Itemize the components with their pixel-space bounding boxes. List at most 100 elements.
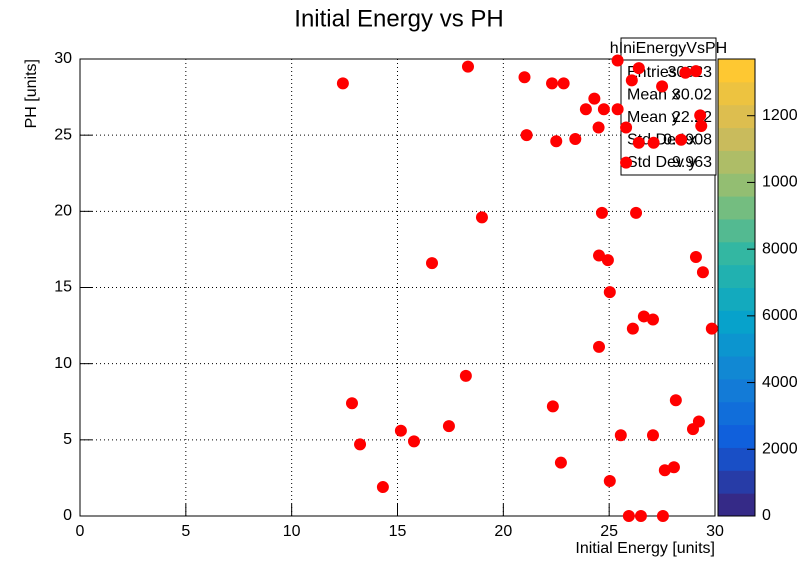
point [579, 103, 592, 116]
point [593, 249, 606, 262]
point [603, 474, 616, 487]
plot-frame [79, 58, 716, 517]
palette-band [718, 241, 755, 266]
x-axis-label: Initial Energy [units] [575, 540, 715, 557]
x-tick-label: 10 [283, 523, 301, 540]
x-tick-label: 20 [494, 523, 512, 540]
stats-label: Mean x [627, 87, 679, 104]
point [614, 429, 627, 442]
point [601, 254, 614, 267]
point [426, 257, 439, 270]
palette-band [718, 104, 755, 129]
point [647, 136, 660, 149]
point [646, 313, 659, 326]
point [394, 424, 407, 437]
y-tick-label: 5 [63, 431, 72, 448]
point [620, 121, 633, 134]
point [569, 132, 582, 145]
point [597, 103, 610, 116]
point [408, 435, 421, 448]
point [675, 133, 688, 146]
x-tick-label: 25 [600, 523, 618, 540]
point [336, 77, 349, 90]
point [550, 135, 563, 148]
palette-band [718, 447, 755, 471]
palette-band [718, 310, 755, 334]
point [354, 438, 367, 451]
color-palette: 0 2000 4000 6000 8000 10000 12000 [717, 58, 798, 524]
palette-band [718, 470, 755, 494]
y-tick-label: 15 [54, 279, 72, 296]
palette-band [718, 356, 755, 380]
y-tick-label: 25 [54, 126, 72, 143]
point [689, 251, 702, 264]
z-tick-label: 2000 [762, 441, 798, 458]
point [686, 423, 699, 436]
points [336, 54, 718, 522]
z-tick-label: 0 [762, 507, 771, 524]
palette-band [718, 493, 755, 517]
point [611, 54, 624, 67]
x-tick-label: 30 [706, 523, 724, 540]
z-tick-label: 10000 [762, 174, 798, 191]
point [656, 80, 669, 93]
point [611, 103, 624, 116]
palette-band [718, 424, 755, 448]
stats-value: 0.4908 [663, 132, 712, 149]
point [695, 120, 708, 133]
x-tick-label: 15 [389, 523, 407, 540]
palette-band [718, 127, 755, 151]
point [656, 510, 669, 522]
point [620, 156, 633, 169]
palette-band [718, 287, 755, 311]
z-tick-label: 8000 [762, 240, 798, 257]
point [557, 77, 570, 90]
z-tick-label: 12000 [762, 107, 798, 124]
palette-band [718, 81, 755, 106]
palette-frame [717, 58, 756, 517]
point [518, 71, 531, 84]
point [461, 60, 474, 73]
stats-box: hIniEnergyVsPHEntries30823Mean x30.02Mea… [610, 37, 727, 176]
y-tick-label: 10 [54, 355, 72, 372]
y-tick-label: 20 [54, 203, 72, 220]
point [592, 121, 605, 134]
z-tick-label: 6000 [762, 307, 798, 324]
point [626, 322, 639, 335]
stats-frame [620, 37, 717, 176]
point [696, 266, 709, 279]
point [632, 136, 645, 149]
stats-label: Std Dev y [627, 154, 696, 171]
point [442, 420, 455, 433]
point [546, 77, 559, 90]
palette-band [718, 378, 755, 403]
palette-band [718, 218, 755, 243]
point [634, 510, 647, 522]
y-tick-label: 30 [54, 50, 72, 67]
palette-band [718, 264, 755, 288]
point [625, 74, 638, 87]
point [376, 481, 389, 494]
stats-label: Mean y [627, 109, 679, 126]
point [694, 109, 707, 122]
palette-band [718, 333, 755, 357]
stats-value: 9.963 [672, 154, 712, 171]
palette-band [718, 59, 755, 83]
point [646, 429, 659, 442]
point [632, 62, 645, 75]
point [669, 394, 682, 407]
point [588, 92, 601, 105]
y-axis-label: PH [units] [23, 59, 40, 128]
point [679, 66, 692, 79]
x-tick-label: 0 [76, 523, 85, 540]
point [622, 510, 635, 522]
point [689, 65, 702, 78]
palette-band [718, 401, 755, 426]
point [595, 206, 608, 219]
z-tick-label: 4000 [762, 374, 798, 391]
point [520, 129, 533, 142]
x-tick-label: 5 [181, 523, 190, 540]
palette-band [718, 150, 755, 174]
stats-title: hIniEnergyVsPH [610, 40, 727, 57]
